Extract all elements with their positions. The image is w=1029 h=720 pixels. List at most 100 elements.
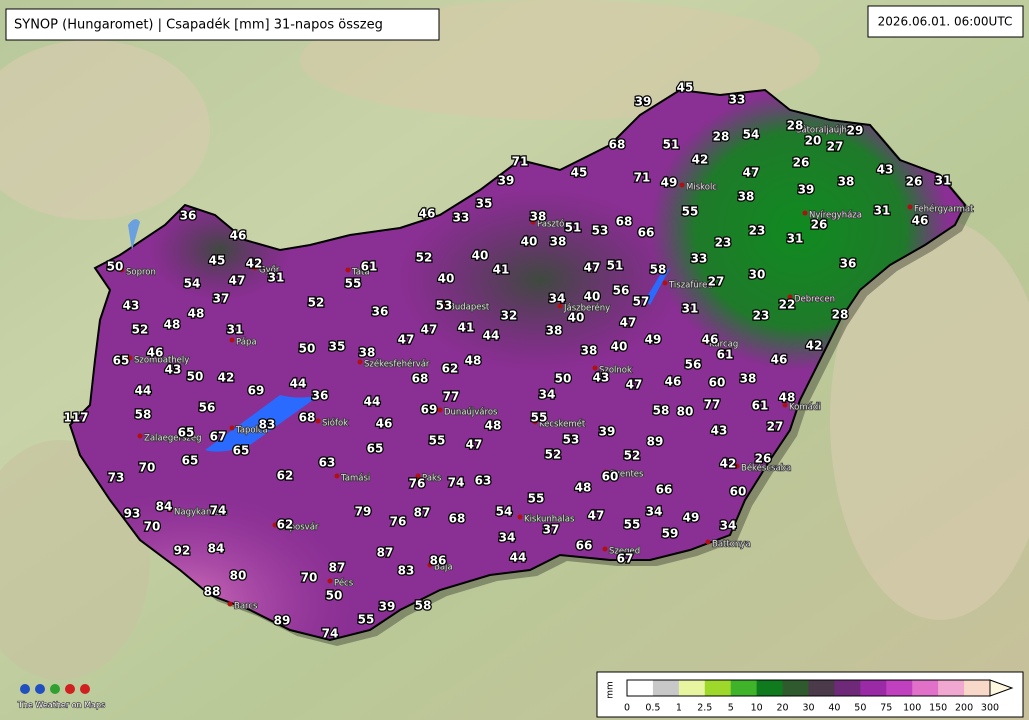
legend-swatch [730,680,758,696]
station-value: 46 [665,375,682,389]
station-value: 52 [416,251,433,265]
station-value: 77 [704,398,721,412]
station-value: 33 [729,93,746,107]
station-value: 65 [178,426,195,440]
station-value: 60 [730,485,747,499]
station-value: 31 [227,323,244,337]
station-value: 44 [135,384,152,398]
city-label: Komádi [789,403,821,413]
station-value: 50 [187,370,204,384]
station-value: 40 [584,290,601,304]
station-value: 42 [720,457,737,471]
station-value: 68 [299,411,316,425]
station-value: 36 [840,257,857,271]
legend-tick: 10 [751,703,763,714]
cities: Sopron Győr Tata Pápa Szombathely Székesfehér… [119,125,975,612]
city-label: Dunaújváros [444,408,498,418]
legend-swatch [627,680,654,696]
lake [205,395,320,452]
station-value: 37 [543,523,560,537]
station-value: 29 [847,124,864,138]
legend-swatch [756,680,784,696]
station-value: 20 [805,134,822,148]
station-value: 42 [806,339,823,353]
station-value: 53 [436,299,453,313]
city-dot [345,267,351,273]
station-value: 56 [685,358,702,372]
station-value: 89 [274,614,291,628]
station-value: 89 [647,435,664,449]
station-value: 46 [230,229,247,243]
station-value: 31 [268,271,285,285]
station-value: 45 [209,254,226,268]
city-dot [789,125,795,131]
station-value: 38 [740,372,757,386]
station-value: 55 [624,518,641,532]
station-value: 55 [528,492,545,506]
city-label: Szeged [609,547,640,557]
station-value: 31 [787,232,804,246]
station-value: 56 [199,401,216,415]
city-label: Nagykanizsa [174,508,228,518]
station-value: 47 [229,274,246,288]
station-value: 43 [711,424,728,438]
station-value: 31 [935,174,952,188]
station-value: 38 [738,190,755,204]
station-value: 48 [485,419,502,433]
city-dot [327,578,333,584]
station-value: 70 [301,571,318,585]
station-value: 40 [611,340,628,354]
city-dot [442,302,448,308]
station-value: 33 [453,211,470,225]
city-label: Budapest [449,303,490,313]
city-label: Tata [351,268,370,278]
city-dot [437,407,443,413]
city-label: Siófok [322,418,348,429]
station-value: 55 [531,411,548,425]
station-value: 61 [361,260,378,274]
station-value: 40 [568,311,585,325]
station-value: 23 [749,224,766,238]
station-value: 44 [364,395,381,409]
station-value: 27 [767,420,784,434]
city-dot [357,359,363,365]
station-value: 50 [326,589,343,603]
station-value: 39 [798,183,815,197]
legend-tick: 40 [828,703,840,714]
station-value: 52 [545,448,562,462]
station-value: 31 [682,302,699,316]
station-value: 46 [376,417,393,431]
station-value: 50 [107,260,124,274]
legend-unit: mm [606,681,616,699]
city-dot [603,469,609,475]
station-value: 53 [563,433,580,447]
station-value: 55 [358,613,375,627]
title-box [5,8,440,41]
station-value: 38 [838,175,855,189]
city-label: Nyíregyháza [809,211,862,221]
station-value: 67 [210,430,227,444]
station-value: 73 [108,471,125,485]
station-value: 41 [458,321,475,335]
station-value: 26 [793,156,810,170]
legend-tick: 300 [981,703,999,714]
station-value: 47 [743,166,760,180]
station-value: 38 [581,344,598,358]
station-value: 39 [599,425,616,439]
legend-swatch [860,680,887,696]
station-value: 42 [692,153,709,167]
station-value: 51 [607,259,624,273]
city-label: Jászberény [563,303,610,314]
station-value: 28 [713,130,730,144]
station-value: 66 [638,226,655,240]
station-value: 84 [156,500,173,514]
city-dot [229,425,235,431]
city-label: Tamási [340,474,370,484]
city-dot [272,522,278,528]
city-dot [532,419,538,425]
station-value: 65 [233,444,250,458]
station-value: 44 [483,329,500,343]
station-value: 35 [476,197,493,211]
station-value: 50 [555,372,572,386]
legend-swatch [704,680,732,696]
